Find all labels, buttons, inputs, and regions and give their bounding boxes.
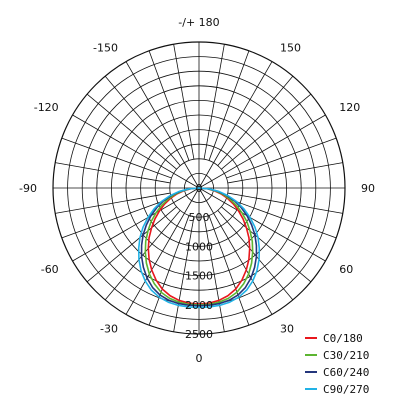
grid-spoke: [217, 75, 294, 166]
radial-tick-label: 2000: [185, 299, 213, 312]
grid-spoke: [173, 216, 195, 332]
series-line-C90-270: [137, 187, 261, 309]
legend: C0/180 C30/210 C60/240 C90/270: [305, 332, 369, 396]
grid-spoke: [208, 215, 250, 326]
grid-spoke: [217, 210, 294, 301]
angle-label: -120: [34, 101, 59, 114]
radial-tick-label: 1000: [185, 240, 213, 253]
grid-spoke: [125, 187, 200, 315]
polar-grid: [52, 41, 346, 335]
angle-label: -60: [41, 263, 59, 276]
grid-spoke: [104, 210, 181, 301]
grid-spoke: [227, 192, 343, 214]
angle-label: 0: [196, 352, 203, 365]
grid-spoke: [221, 206, 312, 283]
grid-spoke: [173, 44, 195, 160]
grid-spoke: [61, 137, 172, 179]
grid-spoke: [55, 192, 171, 214]
grid-spoke: [198, 61, 273, 189]
grid-spoke: [227, 162, 343, 184]
grid-spoke: [226, 197, 337, 239]
angle-labels: -/+ 180 -150 150 -120 120 -90 90 -60 60 -30 30 0: [19, 16, 375, 365]
angle-label: 30: [280, 322, 294, 335]
radial-tick-label: 0: [196, 182, 203, 195]
legend-label: C30/210: [323, 349, 369, 362]
radial-tick-labels: 0 500 1000 1500 2000 2500: [185, 182, 213, 341]
radial-tick-label: 500: [189, 211, 210, 224]
grid-spoke: [148, 215, 190, 326]
grid-spoke: [226, 137, 337, 179]
angle-label: -30: [100, 322, 118, 335]
grid-spoke: [104, 75, 181, 166]
series-line-C0-180: [147, 187, 251, 305]
grid-spoke: [203, 44, 225, 160]
grid-spoke: [125, 61, 200, 189]
grid-spoke: [86, 93, 177, 170]
series-line-C60-240: [140, 187, 258, 307]
grid-spoke: [72, 114, 200, 189]
angle-label: 90: [361, 182, 375, 195]
legend-label: C0/180: [323, 332, 363, 345]
grid-spoke: [203, 216, 225, 332]
angle-label: 60: [339, 263, 353, 276]
grid-spoke: [208, 50, 250, 161]
angle-label: 120: [339, 101, 360, 114]
grid-spoke: [72, 187, 200, 262]
angle-label: -150: [93, 42, 118, 55]
radial-tick-label: 2500: [185, 328, 213, 341]
legend-label: C90/270: [323, 383, 369, 396]
series-line-C30-210: [144, 187, 254, 306]
grid-spoke: [61, 197, 172, 239]
angle-label: -90: [19, 182, 37, 195]
angle-label: 150: [280, 42, 301, 55]
grid-spoke: [221, 93, 312, 170]
series-layer: [137, 187, 261, 309]
grid-spoke: [198, 187, 273, 315]
legend-label: C60/240: [323, 366, 369, 379]
radial-tick-label: 1500: [185, 270, 213, 283]
grid-spoke: [198, 187, 326, 262]
angle-label: -/+ 180: [178, 16, 219, 29]
grid-spoke: [55, 162, 171, 184]
grid-spoke: [86, 206, 177, 283]
grid-spoke: [198, 114, 326, 189]
grid-spoke: [148, 50, 190, 161]
